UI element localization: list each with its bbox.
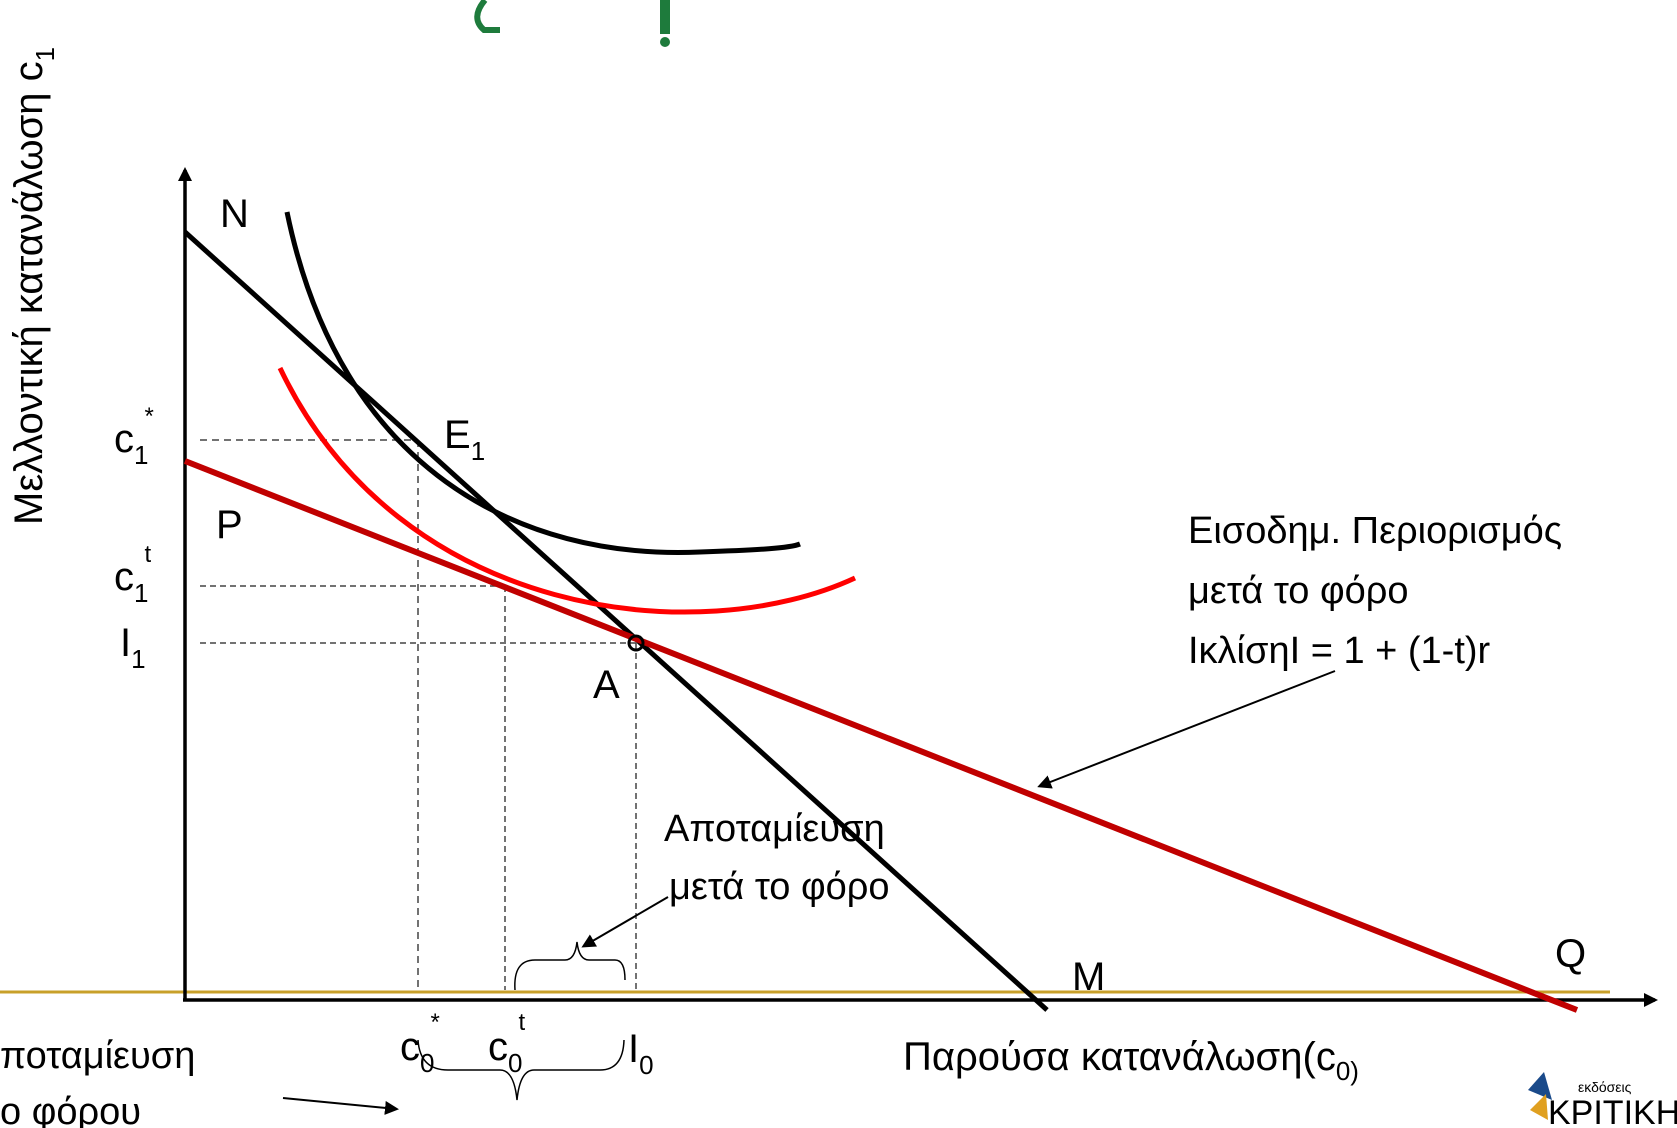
tick-c0-t: c0t — [488, 1009, 525, 1078]
label-E1: E1 — [444, 413, 485, 466]
x-axis-title: Παρούσα κατανάλωση(c0) — [903, 1035, 1359, 1086]
tick-c1-star: c1* — [114, 403, 154, 470]
y-axis-title: Μελλοντική κατανάλωση c1 — [7, 47, 60, 525]
point-A-marker — [627, 634, 645, 652]
svg-text:ΚΡΙΤΙΚΗ: ΚΡΙΤΙΚΗ — [1548, 1094, 1677, 1128]
arrow-saving-before-tax — [282, 1097, 399, 1115]
tick-c1-t: c1t — [114, 541, 151, 608]
label-Q: Q — [1555, 932, 1586, 976]
publisher-logo: εκδόσεις ΚΡΙΤΙΚΗ — [1528, 1072, 1677, 1128]
tick-I0: I0 — [628, 1027, 654, 1080]
title-fragment — [474, 0, 670, 47]
indifference-curve-low — [277, 366, 857, 615]
indifference-curve-high — [284, 211, 801, 555]
annotation-saving-after-tax: Αποταμίευση μετά το φόρο — [664, 808, 890, 908]
tick-I1: I1 — [120, 621, 146, 674]
svg-text:μετά το φόρο: μετά το φόρο — [1188, 570, 1409, 612]
svg-text:Εισοδημ. Περιορισμός: Εισοδημ. Περιορισμός — [1188, 510, 1562, 552]
brace-saving-after-tax — [514, 941, 626, 991]
label-M: M — [1072, 955, 1105, 999]
label-A: A — [593, 663, 620, 707]
svg-text:ΙκλίσηΙ = 1 + (1-t)r: ΙκλίσηΙ = 1 + (1-t)r — [1188, 630, 1491, 672]
budget-line-after-tax-PQ — [183, 458, 1579, 1013]
brace-saving-before-tax — [417, 1039, 625, 1101]
svg-text:εκδόσεις: εκδόσεις — [1578, 1079, 1632, 1095]
svg-text:Αποταμίευση: Αποταμίευση — [664, 808, 885, 850]
label-P: P — [216, 503, 243, 547]
guide-lines — [200, 439, 637, 990]
annotation-budget-after-tax: Εισοδημ. Περιορισμός μετά το φόρο Ικλίση… — [1188, 510, 1562, 672]
budget-line-before-tax-NM — [183, 230, 1049, 1012]
svg-text:ο φόρου: ο φόρου — [0, 1091, 141, 1128]
svg-text:μετά το φόρο: μετά το φόρο — [669, 866, 890, 908]
annotation-saving-before-tax: ποταμίευση ο φόρου — [0, 1035, 195, 1128]
arrow-budget-after-tax — [1037, 670, 1336, 789]
svg-text:ποταμίευση: ποταμίευση — [0, 1035, 195, 1077]
label-N: N — [220, 192, 249, 236]
arrow-saving-after-tax — [581, 896, 669, 948]
